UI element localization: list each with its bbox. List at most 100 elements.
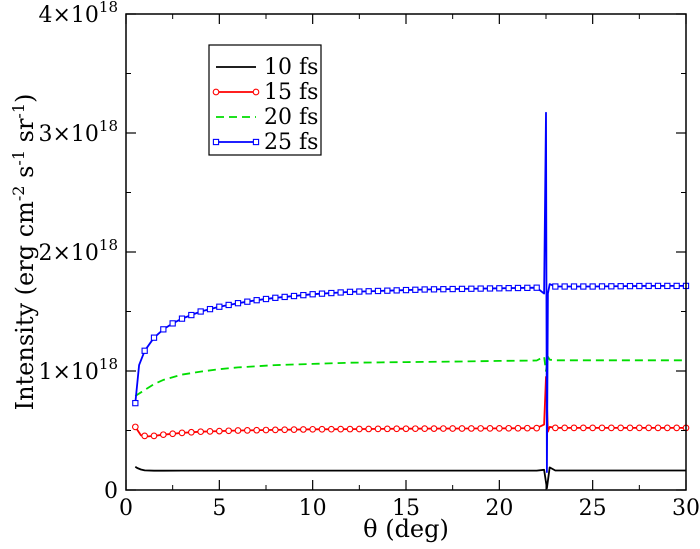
series-marker: [402, 425, 410, 433]
series-marker: [402, 286, 410, 294]
series-marker: [290, 426, 298, 433]
series-marker: [663, 424, 671, 432]
series-marker: [160, 326, 167, 333]
series-marker: [206, 428, 214, 435]
x-tick-label: 25: [579, 496, 607, 521]
series-marker: [439, 425, 447, 432]
series-marker: [533, 284, 540, 291]
y-tick-label: 4×1018: [38, 0, 118, 28]
series-marker: [561, 424, 569, 432]
series-marker: [178, 315, 186, 322]
series-marker: [271, 426, 279, 434]
x-tick-label: 10: [299, 496, 327, 521]
series-marker: [374, 425, 382, 433]
legend-label: 20 fs: [264, 105, 318, 130]
series-marker: [440, 286, 447, 293]
series-marker: [318, 290, 326, 297]
series-marker: [355, 425, 363, 433]
series-marker: [654, 424, 662, 432]
series-marker: [673, 282, 680, 290]
y-label-part3: sr: [11, 118, 39, 150]
legend-label: 25 fs: [264, 130, 318, 155]
series-marker: [281, 426, 289, 434]
y-label-sup3: -1: [9, 103, 28, 119]
y-label-part4: ): [11, 94, 39, 103]
series-marker: [337, 289, 344, 296]
series-marker: [421, 425, 429, 432]
series-marker: [449, 285, 456, 293]
legend-marker: [212, 138, 220, 146]
series-layer: [131, 111, 690, 490]
legend-marker: [252, 138, 260, 146]
series-marker: [234, 300, 242, 307]
series-marker: [150, 334, 158, 341]
series-marker: [533, 424, 541, 432]
series-marker: [477, 425, 485, 432]
series-marker: [523, 424, 531, 432]
series-marker: [356, 288, 363, 295]
series-marker: [159, 431, 167, 439]
series-marker: [645, 282, 652, 290]
series-marker: [216, 303, 223, 310]
series-marker: [411, 425, 419, 433]
y-label-part1: Intensity (erg cm: [11, 201, 39, 411]
series-marker: [645, 424, 653, 432]
y-tick-label: 2×1018: [38, 236, 118, 266]
series-marker: [225, 427, 233, 435]
series-marker: [430, 425, 438, 432]
series-marker: [664, 282, 671, 290]
series-marker: [309, 291, 316, 298]
legend-marker: [252, 88, 260, 96]
series-marker: [299, 426, 307, 433]
legend-label: 15 fs: [264, 80, 318, 105]
series-line: [134, 355, 686, 397]
series-marker: [514, 424, 522, 432]
series-marker: [225, 301, 232, 309]
series-marker: [178, 429, 186, 437]
ticks-layer: 0 5 10 15 20 25 30 0 1×1018 2×1018 3×1018 4×1018: [38, 0, 700, 521]
series-marker: [346, 425, 354, 433]
series-marker: [477, 285, 484, 292]
series-marker: [598, 424, 606, 432]
series-marker: [551, 424, 559, 432]
series-marker: [496, 285, 503, 292]
series-marker: [187, 428, 195, 436]
series-marker: [188, 311, 195, 319]
legend-marker: [212, 88, 220, 96]
series-marker: [253, 297, 260, 304]
series-line: [134, 466, 686, 490]
series-marker: [262, 426, 270, 434]
series-marker: [626, 282, 634, 290]
y-axis-label: Intensity (erg cm-2 s-1 sr-1): [9, 94, 39, 411]
series-marker: [346, 288, 354, 296]
series-marker: [243, 427, 251, 434]
series-marker: [393, 425, 401, 433]
legend-box: [208, 44, 322, 156]
series-marker: [589, 424, 597, 432]
series-marker: [561, 283, 568, 290]
series-marker: [328, 289, 335, 297]
series-marker: [253, 426, 261, 434]
series-marker: [262, 295, 270, 303]
series-marker: [234, 427, 242, 434]
series-marker: [673, 424, 681, 432]
series-marker: [486, 285, 494, 292]
x-tick-label: 5: [212, 496, 226, 521]
series-marker: [169, 320, 176, 327]
series-marker: [505, 424, 513, 432]
series-marker: [215, 427, 223, 435]
series-marker: [412, 286, 419, 293]
series-marker: [206, 305, 214, 313]
series-marker: [449, 425, 457, 432]
series-marker: [290, 292, 298, 300]
series-marker: [458, 425, 466, 432]
y-label-sup1: -2: [9, 186, 28, 202]
series-marker: [589, 283, 596, 290]
series-marker: [327, 425, 335, 433]
y-tick-label: 0: [104, 479, 118, 504]
series-marker: [318, 425, 326, 433]
series-marker: [505, 284, 512, 292]
series-marker: [514, 284, 522, 292]
